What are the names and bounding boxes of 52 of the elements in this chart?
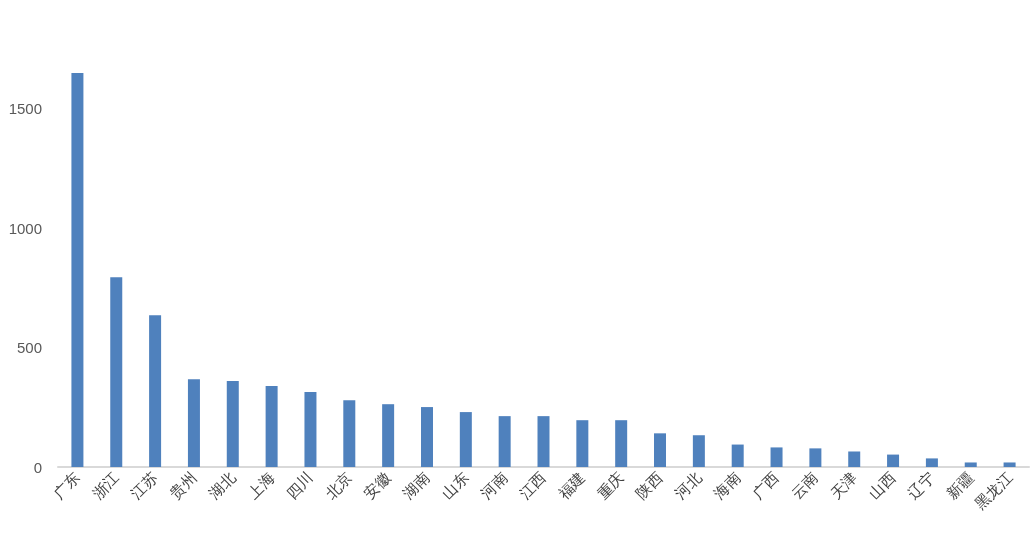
bar <box>615 420 628 467</box>
x-tick-label: 广西 <box>748 468 783 503</box>
bar <box>887 454 900 467</box>
bar <box>226 381 239 467</box>
x-tick-label: 陕西 <box>632 468 667 503</box>
x-tick-label: 河北 <box>671 468 706 503</box>
x-tick-label: 浙江 <box>88 468 123 503</box>
y-tick-label: 0 <box>33 458 42 476</box>
x-tick-label: 湖南 <box>399 468 434 503</box>
x-tick-label: 江西 <box>515 468 550 503</box>
bar <box>304 392 317 467</box>
x-tick-label: 广东 <box>49 468 84 503</box>
bar <box>964 462 977 467</box>
bar <box>187 379 200 467</box>
bar <box>809 448 822 467</box>
bar <box>537 416 550 467</box>
x-tick-label: 河南 <box>477 468 512 503</box>
y-tick-label: 500 <box>16 339 42 357</box>
x-tick-label: 云南 <box>787 468 822 503</box>
x-tick-label: 四川 <box>282 468 317 503</box>
x-tick-label: 贵州 <box>166 468 201 503</box>
bar <box>692 435 705 467</box>
bar <box>265 386 278 467</box>
x-tick-label: 江苏 <box>127 468 162 503</box>
x-tick-label: 重庆 <box>593 468 628 503</box>
bar <box>382 404 395 467</box>
x-tick-label: 北京 <box>321 468 356 503</box>
x-tick-label: 山西 <box>865 468 900 503</box>
x-tick-label: 上海 <box>244 468 278 503</box>
bar <box>420 407 433 467</box>
y-tick-label: 1000 <box>8 219 42 237</box>
bar <box>498 416 511 467</box>
x-tick-label: 福建 <box>554 468 589 503</box>
x-tick-label: 辽宁 <box>904 468 939 503</box>
bar <box>576 420 589 467</box>
bar <box>925 458 938 467</box>
x-tick-label: 安徽 <box>360 468 395 503</box>
bar <box>770 447 783 467</box>
bar <box>1003 462 1016 467</box>
x-tick-label: 山东 <box>438 468 473 503</box>
bar <box>149 315 162 467</box>
x-tick-label: 湖北 <box>205 468 240 503</box>
x-tick-label: 天津 <box>826 468 861 503</box>
x-tick-label: 海南 <box>710 468 745 503</box>
bar <box>459 412 472 467</box>
bar <box>110 277 123 467</box>
bar <box>848 451 861 467</box>
bar <box>343 400 356 467</box>
bar <box>654 433 667 467</box>
bar <box>71 73 84 467</box>
y-tick-label: 1500 <box>8 100 42 118</box>
bar <box>731 444 744 467</box>
